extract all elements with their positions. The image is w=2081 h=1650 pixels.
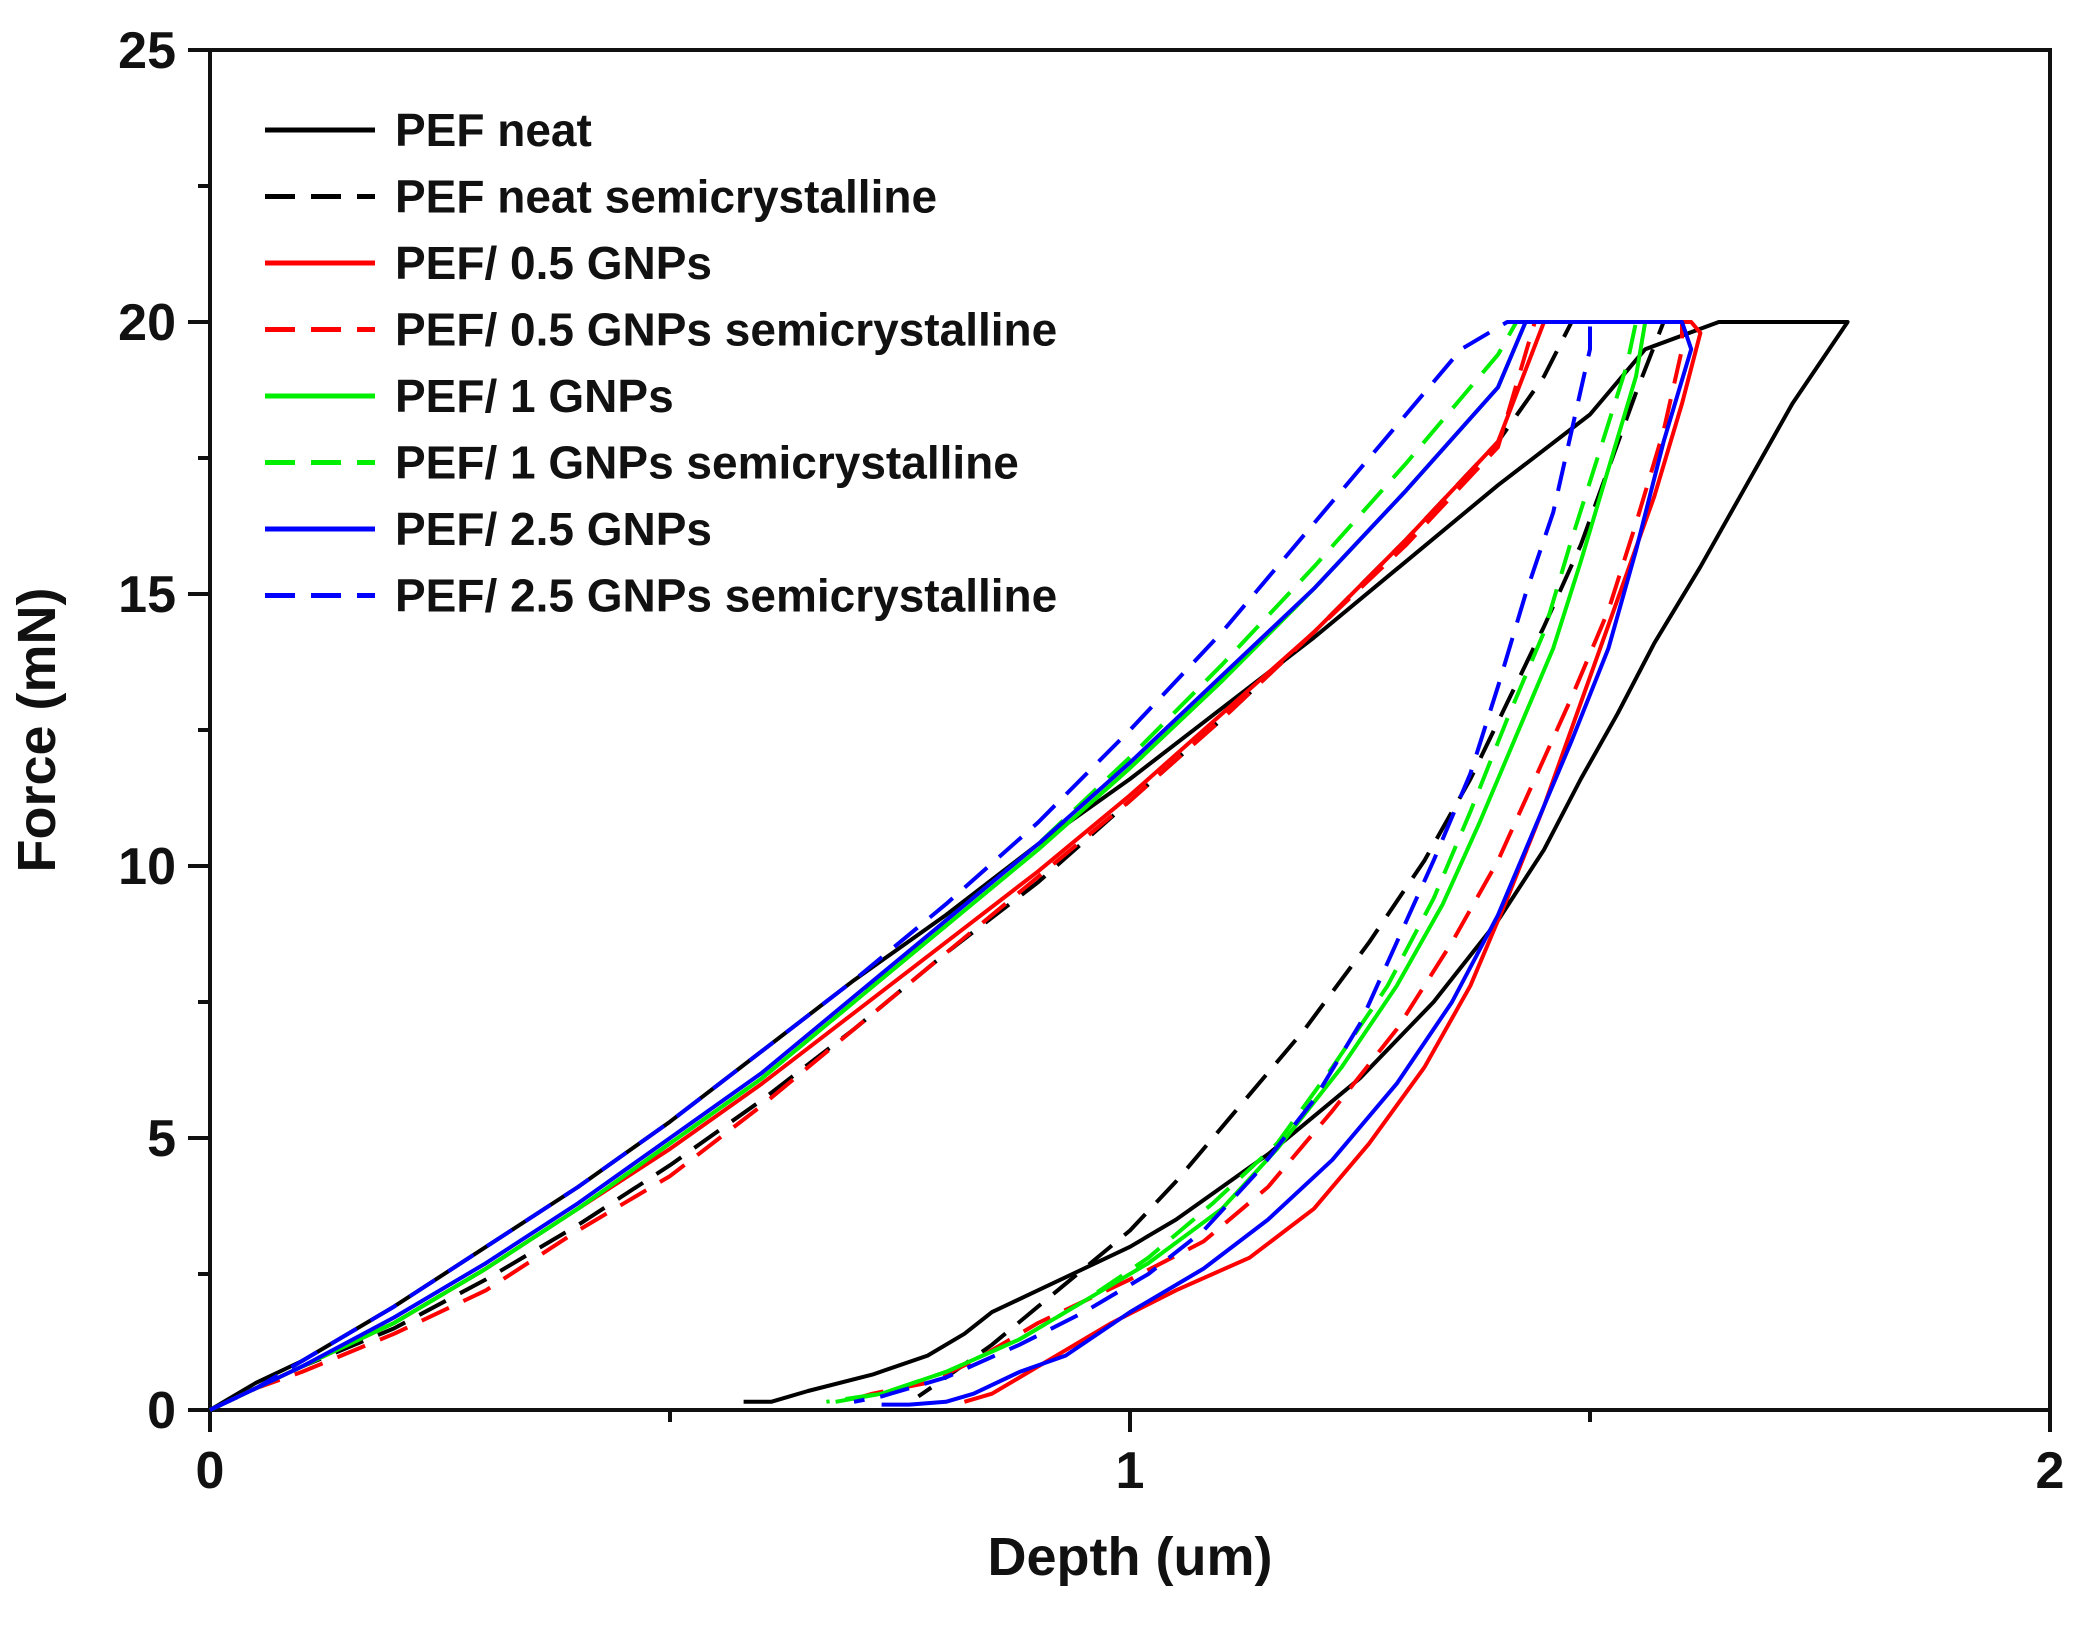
y-tick-label: 10 [118,838,176,896]
y-tick-label: 20 [118,294,176,352]
series-line-4 [209,320,1684,1412]
legend: PEF neat PEF neat semicrystalline PEF/ 0.5… [265,104,1057,622]
legend-label-6: PEF/ 1 GNPs semicrystalline [395,437,1019,489]
y-tick-label: 15 [118,566,176,624]
legend-label-5: PEF/ 1 GNPs [395,370,674,422]
x-tick-label: 0 [196,1442,225,1500]
legend-label-1: PEF neat [395,104,592,156]
y-tick-label: 0 [147,1382,176,1440]
y-tick-label: 5 [147,1110,176,1168]
series-line-3 [209,320,1703,1412]
x-axis-title: Depth (um) [988,1527,1273,1587]
legend-label-2: PEF neat semicrystalline [395,171,937,223]
axis-ticks [188,48,2052,1432]
y-tick-label: 25 [118,22,176,80]
y-axis-title: Force (mN) [7,587,67,872]
series-line-7 [209,320,1694,1412]
legend-label-4: PEF/ 0.5 GNPs semicrystalline [395,304,1057,356]
x-tick-label: 1 [1116,1442,1145,1500]
x-tick-label: 2 [2036,1442,2065,1500]
legend-label-8: PEF/ 2.5 GNPs semicrystalline [395,570,1057,622]
legend-label-3: PEF/ 0.5 GNPs [395,237,712,289]
legend-label-7: PEF/ 2.5 GNPs [395,503,712,555]
series-lines [208,320,1850,1412]
series-line-2 [209,320,1666,1412]
series-line-6 [209,320,1638,1412]
series-line-8 [209,320,1592,1412]
